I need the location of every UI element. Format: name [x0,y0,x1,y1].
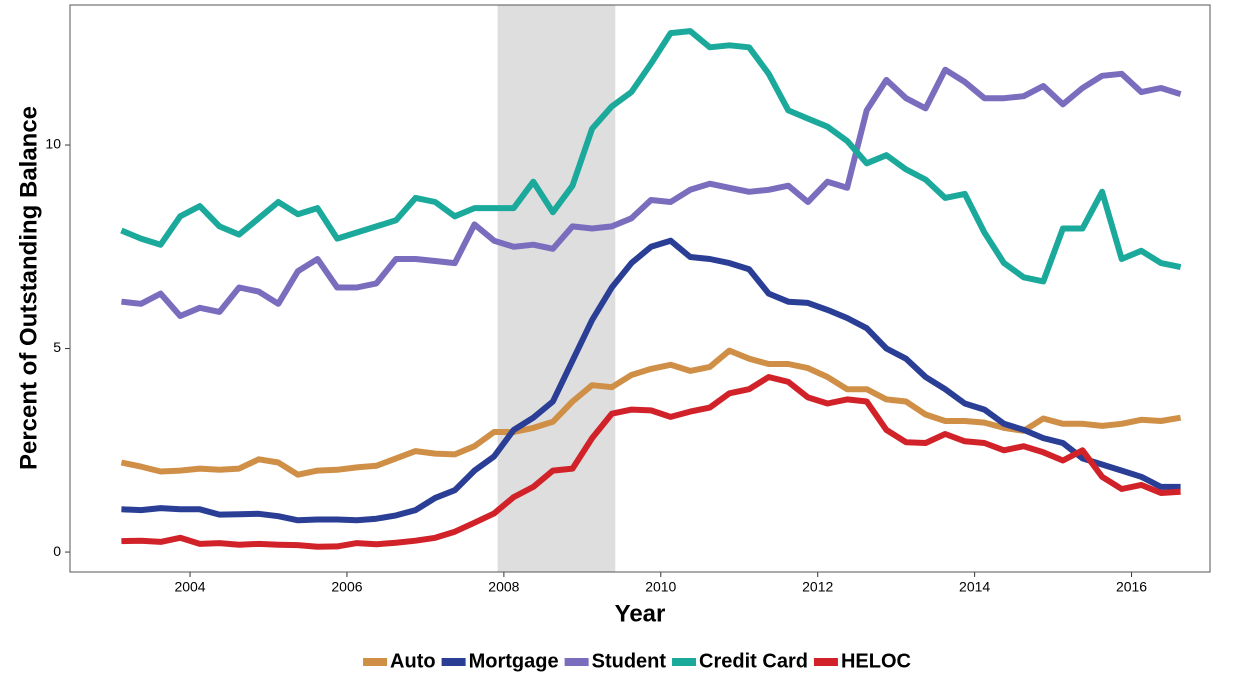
x-tick-label: 2012 [802,579,833,595]
legend: Auto Mortgage Student Credit Card HELOC [363,650,911,672]
series-line [120,28,1182,285]
x-axis-title: Year [615,600,666,627]
legend-swatch [564,658,589,666]
recession-band [497,5,616,572]
series-line [120,347,1182,478]
legend-label: Student [592,650,667,672]
legend-swatch [813,658,838,666]
legend-label: Credit Card [699,650,808,672]
y-tick-label: 10 [45,136,61,152]
x-tick-label: 2006 [331,579,362,595]
legend-swatch [441,658,466,666]
y-tick-label: 5 [53,339,61,355]
plot-frame [69,4,1211,573]
legend-swatch [672,658,697,666]
legend-label: Auto [390,650,436,672]
legend-label: HELOC [841,650,911,672]
y-axis-title: Percent of Outstanding Balance [15,106,42,470]
legend-swatch [363,658,388,666]
y-tick-label: 0 [53,543,61,559]
legend-label: Mortgage [469,650,559,672]
series-line [121,66,1182,319]
x-tick-label: 2008 [488,579,519,595]
series-line [121,374,1181,550]
x-tick-label: 2004 [174,579,205,595]
x-tick-label: 2016 [1116,579,1147,595]
x-tick-label: 2014 [959,579,990,595]
series-line [121,237,1181,524]
x-tick-label: 2010 [645,579,676,595]
